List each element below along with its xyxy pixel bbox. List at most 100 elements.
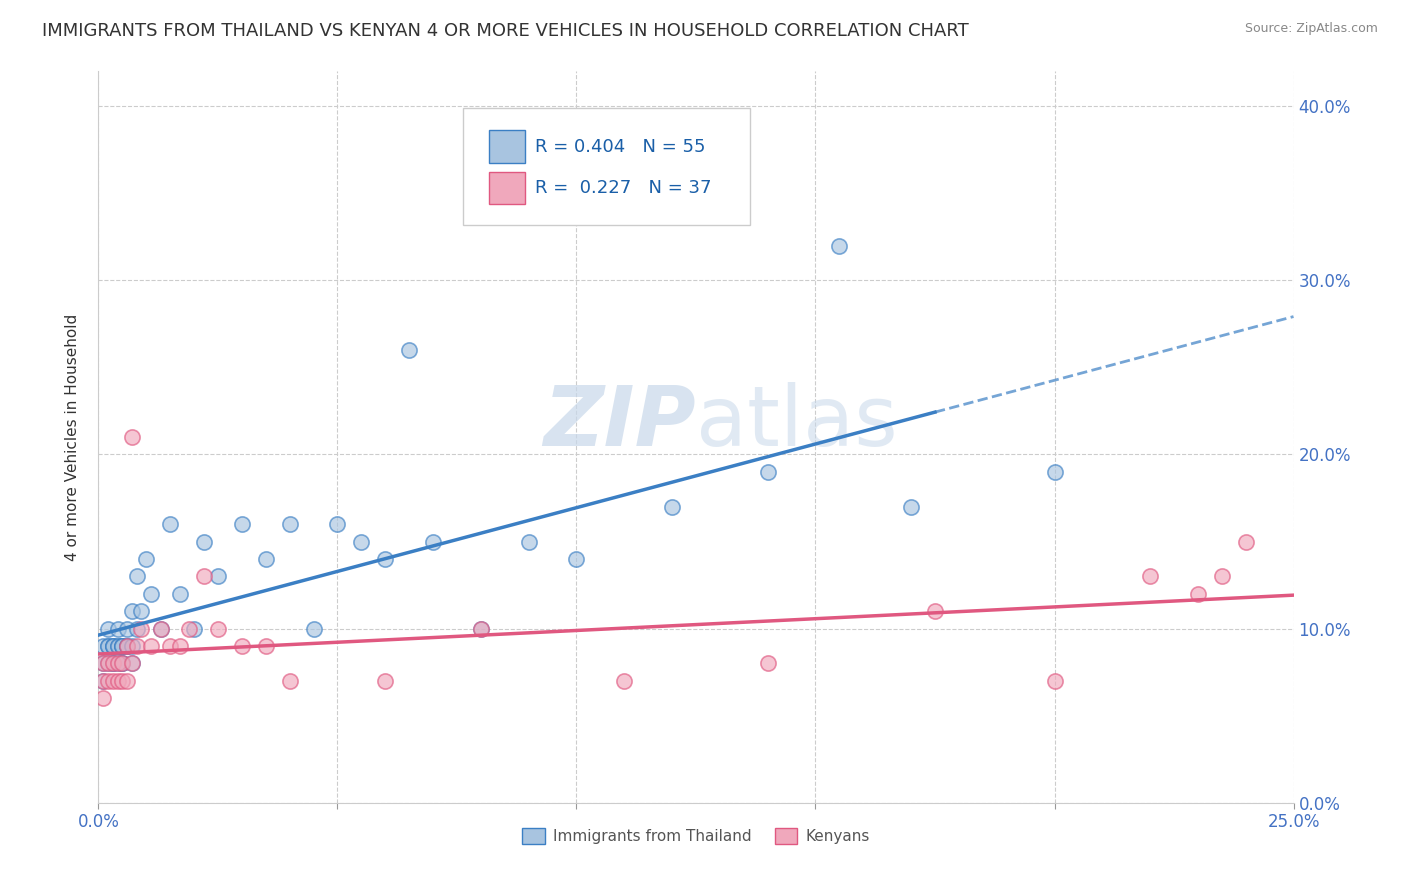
Legend: Immigrants from Thailand, Kenyans: Immigrants from Thailand, Kenyans [516, 822, 876, 850]
Point [1043, 673, 1066, 688]
Point [1234, 534, 1257, 549]
Point [207, 622, 229, 636]
Point [193, 534, 215, 549]
Point [111, 657, 134, 671]
Point [97, 673, 120, 688]
Text: ZIP: ZIP [543, 382, 696, 463]
Point [828, 238, 851, 252]
Point [97, 657, 120, 671]
Point [121, 604, 143, 618]
Point [326, 517, 349, 532]
Point [101, 657, 124, 671]
Point [97, 622, 120, 636]
Point [121, 430, 143, 444]
Point [101, 673, 124, 688]
Point [756, 465, 779, 479]
Text: Source: ZipAtlas.com: Source: ZipAtlas.com [1244, 22, 1378, 36]
Point [350, 534, 373, 549]
Point [756, 657, 779, 671]
Point [115, 622, 138, 636]
Point [398, 343, 420, 357]
Point [121, 657, 143, 671]
Point [125, 622, 148, 636]
Point [374, 673, 396, 688]
Point [101, 639, 124, 653]
Point [231, 639, 253, 653]
Point [97, 639, 120, 653]
Point [159, 639, 181, 653]
Point [924, 604, 946, 618]
Point [149, 622, 172, 636]
Point [374, 552, 396, 566]
Point [661, 500, 683, 514]
Point [97, 657, 120, 671]
Point [115, 673, 138, 688]
Point [111, 639, 134, 653]
Point [422, 534, 444, 549]
Point [254, 552, 277, 566]
FancyBboxPatch shape [489, 171, 524, 204]
Point [302, 622, 325, 636]
Point [139, 587, 162, 601]
Y-axis label: 4 or more Vehicles in Household: 4 or more Vehicles in Household [65, 313, 80, 561]
Point [613, 673, 636, 688]
Point [97, 639, 120, 653]
Point [115, 639, 138, 653]
Point [278, 517, 301, 532]
Point [1211, 569, 1233, 583]
Point [1187, 587, 1209, 601]
Point [517, 534, 540, 549]
Point [121, 657, 143, 671]
Point [111, 657, 134, 671]
Point [111, 639, 134, 653]
Text: R =  0.227   N = 37: R = 0.227 N = 37 [534, 179, 711, 197]
Point [91, 657, 114, 671]
Point [179, 622, 201, 636]
Point [139, 639, 162, 653]
Point [107, 673, 129, 688]
Point [91, 639, 114, 653]
Point [107, 639, 129, 653]
Point [111, 657, 134, 671]
Point [107, 657, 129, 671]
Point [135, 552, 157, 566]
Point [101, 639, 124, 653]
Point [1043, 465, 1066, 479]
Point [131, 604, 153, 618]
Point [1139, 569, 1161, 583]
Point [91, 673, 114, 688]
Point [565, 552, 588, 566]
FancyBboxPatch shape [463, 108, 749, 225]
Point [107, 639, 129, 653]
Point [131, 622, 153, 636]
Text: R = 0.404   N = 55: R = 0.404 N = 55 [534, 137, 706, 156]
Point [111, 639, 134, 653]
Point [470, 622, 492, 636]
Point [111, 673, 134, 688]
Point [470, 622, 492, 636]
Point [125, 569, 148, 583]
Point [91, 673, 114, 688]
Point [107, 622, 129, 636]
Point [149, 622, 172, 636]
FancyBboxPatch shape [489, 130, 524, 163]
Point [169, 587, 191, 601]
Point [231, 517, 253, 532]
Point [207, 569, 229, 583]
Point [115, 639, 138, 653]
Point [101, 639, 124, 653]
Point [125, 639, 148, 653]
Text: atlas: atlas [696, 382, 897, 463]
Point [193, 569, 215, 583]
Point [115, 639, 138, 653]
Point [278, 673, 301, 688]
Point [169, 639, 191, 653]
Point [91, 691, 114, 706]
Point [101, 657, 124, 671]
Point [107, 657, 129, 671]
Point [159, 517, 181, 532]
Point [91, 657, 114, 671]
Text: IMMIGRANTS FROM THAILAND VS KENYAN 4 OR MORE VEHICLES IN HOUSEHOLD CORRELATION C: IMMIGRANTS FROM THAILAND VS KENYAN 4 OR … [42, 22, 969, 40]
Point [121, 639, 143, 653]
Point [900, 500, 922, 514]
